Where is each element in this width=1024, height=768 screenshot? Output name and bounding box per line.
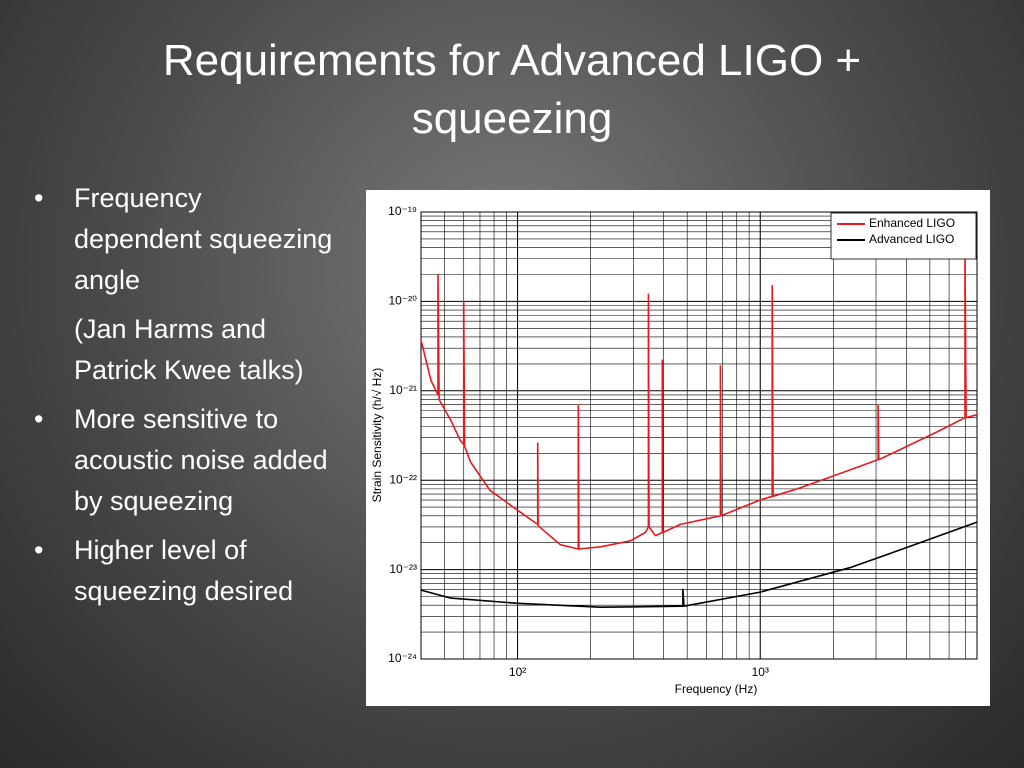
bullet-dot: •	[34, 404, 44, 434]
y-tick-label: 10⁻²⁴	[388, 651, 417, 665]
bullet-dot: •	[34, 535, 44, 565]
y-tick-label: 10⁻²⁰	[389, 294, 418, 308]
series-line	[420, 521, 978, 608]
bullet: • Frequency dependent squeezing angle (Jan…	[34, 178, 336, 391]
x-tick-label: 10³	[752, 665, 769, 679]
y-tick-label: 10⁻¹⁹	[388, 204, 417, 218]
plot-frame	[420, 211, 978, 660]
x-tick-label: 10²	[509, 665, 526, 679]
series-line	[420, 254, 978, 550]
y-tick-label: 10⁻²¹	[389, 383, 417, 397]
bullet-text: Higher level of squeezing desired	[74, 535, 294, 606]
y-tick-label: 10⁻²³	[389, 562, 417, 576]
y-tick-label: 10⁻²²	[389, 472, 417, 486]
bullet: • More sensitive to acoustic noise added …	[34, 399, 336, 522]
legend-label: Advanced LIGO	[869, 232, 954, 246]
chart: Frequency (Hz) Strain Sensitivity (h/√ H…	[366, 190, 990, 706]
bullet-note: (Jan Harms and Patrick Kwee talks)	[74, 314, 304, 385]
y-axis-label: Strain Sensitivity (h/√ Hz)	[370, 368, 384, 503]
legend-label: Enhanced LIGO	[869, 216, 955, 230]
slide-title: Requirements for Advanced LIGO + squeezi…	[162, 36, 862, 143]
bullet: • Higher level of squeezing desired	[34, 530, 336, 612]
bullet-text: More sensitive to acoustic noise added b…	[74, 404, 328, 516]
bullet-list: • Frequency dependent squeezing angle (Jan…	[34, 178, 344, 620]
bullet-text: Frequency dependent squeezing angle	[74, 183, 333, 295]
bullet-dot: •	[34, 183, 44, 213]
legend-box	[830, 212, 977, 260]
x-axis-label: Frequency (Hz)	[675, 682, 758, 696]
